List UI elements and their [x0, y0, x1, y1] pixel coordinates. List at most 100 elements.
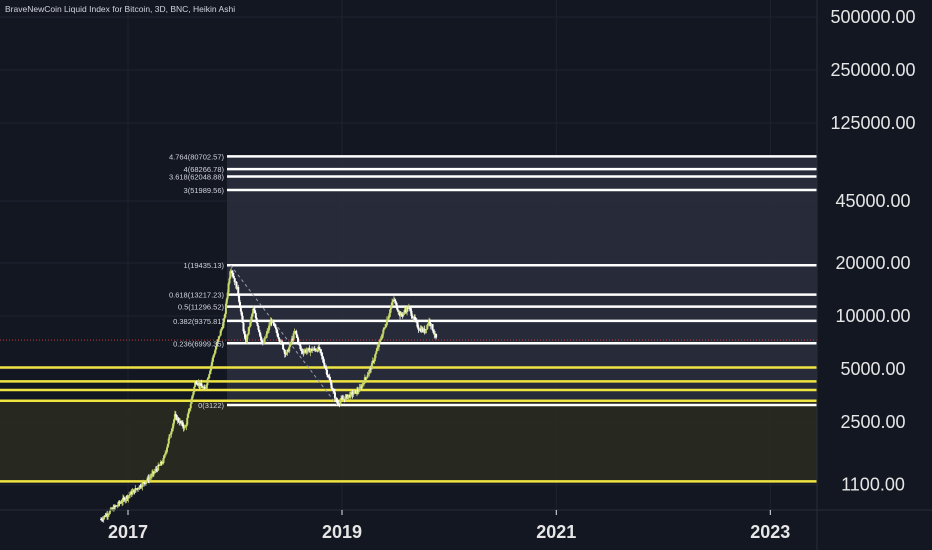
- candle-body: [327, 376, 330, 378]
- candle-body: [167, 438, 170, 444]
- candle-body: [324, 366, 327, 369]
- candle-body: [361, 384, 364, 388]
- candle-body: [225, 298, 228, 304]
- candle-body: [255, 318, 258, 323]
- candle-body: [340, 398, 343, 402]
- candle-body: [300, 349, 303, 351]
- candle-body: [265, 334, 268, 338]
- candle-body: [140, 486, 143, 488]
- candle-body: [326, 369, 329, 375]
- candle-body: [384, 325, 387, 328]
- candle-body: [326, 374, 329, 377]
- y-tick-label: 10000.00: [835, 306, 910, 326]
- candle-body: [292, 333, 295, 340]
- candle-body: [257, 325, 260, 330]
- candle-body: [323, 362, 326, 367]
- candle-body: [358, 387, 361, 392]
- candle-body: [289, 342, 292, 347]
- candle-body: [211, 357, 214, 363]
- y-tick-label: 20000.00: [835, 253, 910, 273]
- candle-body: [164, 453, 167, 456]
- candle-body: [171, 428, 174, 432]
- candle-body: [173, 419, 176, 424]
- candle-body: [244, 334, 247, 340]
- candle-body: [284, 353, 287, 355]
- candle-body: [107, 513, 110, 515]
- candle-body: [143, 482, 146, 484]
- candle-body: [253, 308, 256, 311]
- candle-body: [168, 434, 171, 439]
- candle-body: [195, 382, 198, 384]
- candle-body: [175, 415, 178, 421]
- candle-body: [377, 342, 380, 348]
- chart-title: BraveNewCoin Liquid Index for Bitcoin, 3…: [5, 4, 236, 14]
- candle-body: [276, 333, 279, 337]
- candle-body: [207, 377, 210, 380]
- candle-body: [231, 272, 234, 276]
- candle-body: [259, 332, 262, 337]
- candle-body: [228, 278, 231, 284]
- candle-body: [283, 350, 286, 354]
- candle-body: [338, 403, 341, 405]
- candle-body: [325, 368, 328, 370]
- candle-body: [195, 383, 198, 385]
- candle-body: [319, 349, 322, 353]
- candle-body: [252, 308, 255, 314]
- candle-body: [124, 499, 127, 501]
- candle-body: [392, 300, 395, 303]
- candle-body: [297, 337, 300, 343]
- candle-body: [118, 501, 121, 504]
- candle-body: [394, 300, 397, 303]
- candle-body: [266, 330, 269, 335]
- candle-body: [427, 323, 430, 325]
- candle-body: [145, 480, 148, 482]
- candle-body: [249, 320, 252, 327]
- candle-body: [322, 358, 325, 363]
- candle-body: [186, 417, 189, 425]
- candle-body: [357, 391, 360, 393]
- candle-body: [117, 501, 120, 506]
- candle-body: [314, 349, 317, 351]
- candle-body: [150, 476, 153, 478]
- fib-anchor-trendline: [230, 264, 338, 406]
- candle-body: [158, 464, 161, 466]
- candle-body: [305, 350, 308, 353]
- candle-body: [313, 348, 316, 350]
- candle-body: [231, 271, 234, 273]
- candle-body: [163, 455, 166, 459]
- candle-body: [194, 382, 197, 387]
- candle-body: [238, 301, 241, 308]
- candle-body: [299, 345, 302, 350]
- candle-body: [144, 481, 147, 484]
- candle-body: [223, 317, 226, 322]
- candle-body: [371, 360, 374, 363]
- candle-body: [247, 327, 250, 335]
- candle-body: [239, 307, 242, 312]
- candle-body: [367, 373, 370, 376]
- candle-body: [102, 517, 105, 520]
- candle-body: [264, 337, 267, 339]
- candle-body: [428, 319, 431, 324]
- candle-body: [388, 313, 391, 317]
- fib-level-label: 4.764(80702.57): [169, 152, 225, 161]
- candle-body: [274, 324, 277, 328]
- candle-body: [107, 514, 110, 516]
- candle-body: [190, 398, 193, 404]
- candle-body: [254, 313, 257, 319]
- x-tick-label: 2023: [750, 522, 790, 542]
- candle-body: [224, 303, 227, 314]
- candle-body: [331, 388, 334, 390]
- candle-body: [362, 383, 365, 385]
- candle-body: [243, 331, 246, 335]
- candle-body: [330, 382, 333, 389]
- candle-body: [170, 431, 173, 435]
- candle-body: [333, 390, 336, 393]
- candle-body: [273, 323, 276, 325]
- candle-body: [347, 395, 350, 399]
- candle-body: [311, 349, 314, 351]
- fib-level-label: 0.618(13217.23): [169, 291, 225, 300]
- candle-body: [290, 338, 293, 343]
- candle-body: [379, 339, 382, 341]
